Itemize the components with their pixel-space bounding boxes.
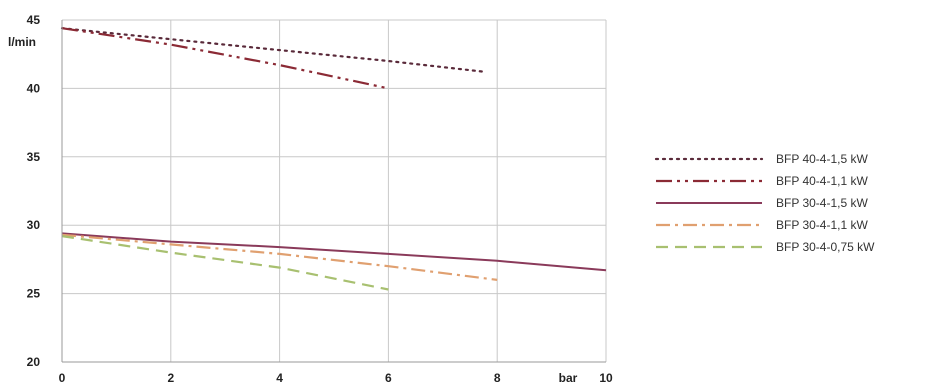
y-tick-label: 20 [27, 355, 41, 369]
x-tick-label: 10 [599, 371, 613, 385]
axes: 20 25 30 35 40 45 0 2 4 6 8 10 l/min bar [8, 13, 613, 385]
x-tick-label: 6 [385, 371, 392, 385]
y-tick-label: 25 [27, 287, 41, 301]
legend-label-4: BFP 30-4-1,1 kW [776, 218, 868, 232]
series-layer [60, 27, 607, 291]
series-line-1 [60, 27, 488, 74]
x-tick-label: 0 [59, 371, 66, 385]
legend-label-5: BFP 30-4-0,75 kW [776, 240, 875, 254]
gridlines [62, 19, 607, 362]
series-line-5 [61, 235, 389, 291]
y-axis-label: l/min [8, 35, 36, 49]
legend: BFP 40-4-1,5 kW BFP 40-4-1,1 kW BFP 30-4-1… [654, 152, 875, 254]
plot-background [62, 20, 606, 362]
legend-label-2: BFP 40-4-1,1 kW [776, 174, 868, 188]
legend-label-3: BFP 30-4-1,5 kW [776, 196, 868, 210]
plot-area [62, 20, 606, 362]
y-tick-label: 30 [27, 218, 41, 232]
x-tick-label: 8 [494, 371, 501, 385]
legend-label-1: BFP 40-4-1,5 kW [776, 152, 868, 166]
x-tick-label: 4 [276, 371, 283, 385]
series-line-3 [61, 232, 607, 272]
y-tick-label: 45 [27, 13, 41, 27]
x-axis-label: bar [559, 371, 578, 385]
x-tick-label: 2 [167, 371, 174, 385]
y-tick-label: 35 [27, 150, 41, 164]
y-tick-label: 40 [27, 81, 41, 95]
series-line-4 [61, 233, 498, 281]
